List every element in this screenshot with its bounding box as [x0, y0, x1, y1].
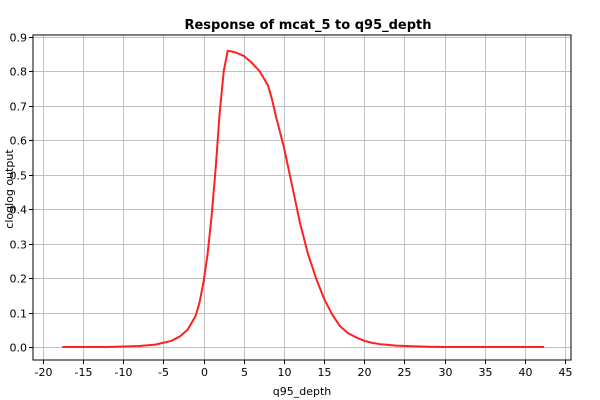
y-tick-label: 0.0: [10, 342, 28, 355]
x-tick-label: 40: [519, 366, 533, 379]
series-layer: [62, 49, 545, 348]
y-tick-label: 0.7: [10, 101, 28, 114]
y-tick-label: 0.4: [10, 204, 28, 217]
x-axis-label: q95_depth: [273, 385, 332, 398]
y-tick-label: 0.1: [10, 308, 28, 321]
x-tick-label: 25: [398, 366, 412, 379]
plot-frame: [32, 34, 572, 361]
grid-layer: [33, 35, 571, 360]
x-tick-label: -5: [158, 366, 169, 379]
x-tick-label: -20: [35, 366, 53, 379]
y-axis-label: cloglog output: [3, 149, 16, 229]
x-tick-label: 5: [241, 366, 248, 379]
x-tick-label: 45: [559, 366, 573, 379]
x-tick-label: 15: [318, 366, 332, 379]
y-tick-label: 0.6: [10, 135, 28, 148]
y-tick-label: 0.8: [10, 66, 28, 79]
tick-layer: -20 -15 -10 -5 0 5 10 15 20 25 30 35 40 45 0.0 0.1 0.2 0.…: [10, 32, 573, 380]
x-tick-label: 35: [479, 366, 493, 379]
response-curve-line: [62, 49, 545, 348]
y-tick-label: 0.3: [10, 239, 28, 252]
y-tick-label: 0.2: [10, 273, 28, 286]
x-tick-label: 0: [201, 366, 208, 379]
x-tick-label: 10: [278, 366, 292, 379]
x-tick-label: -15: [75, 366, 93, 379]
x-tick-label: 30: [439, 366, 453, 379]
y-tick-label: 0.9: [10, 32, 28, 45]
x-tick-label: 20: [358, 366, 372, 379]
chart-title: Response of mcat_5 to q95_depth: [184, 18, 431, 33]
x-tick-label: -10: [115, 366, 133, 379]
y-tick-label: 0.5: [10, 170, 28, 183]
